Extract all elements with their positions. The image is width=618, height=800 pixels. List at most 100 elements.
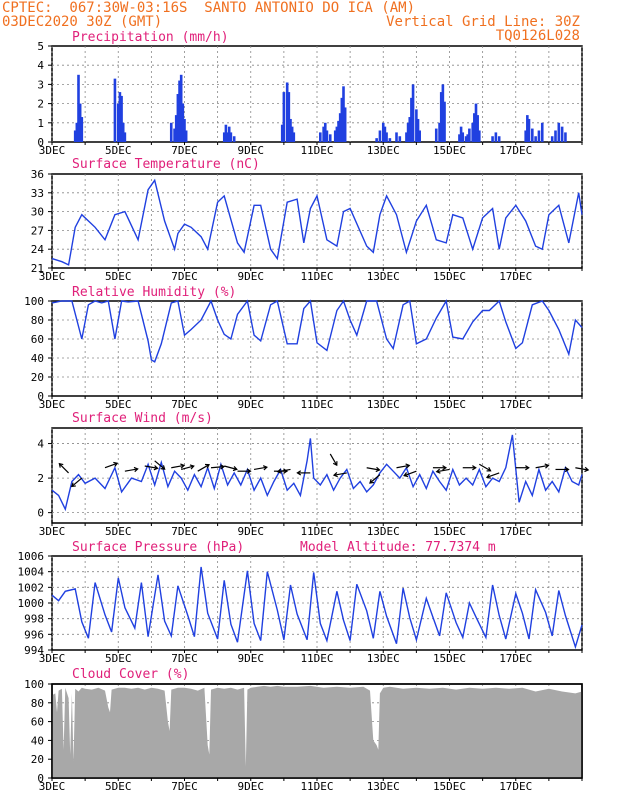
wind-vector bbox=[124, 468, 138, 472]
wind-vector bbox=[333, 472, 347, 476]
wind-vector-head bbox=[332, 461, 338, 467]
precip-bar bbox=[78, 103, 82, 142]
wind-vector-head bbox=[435, 468, 441, 474]
wind-vector bbox=[329, 453, 338, 466]
x-tick-label: 11DEC bbox=[300, 652, 333, 665]
precip-bar bbox=[328, 134, 332, 142]
x-tick-label: 5DEC bbox=[105, 398, 132, 411]
x-tick-label: 17DEC bbox=[499, 652, 532, 665]
wind-vector-head bbox=[283, 468, 289, 474]
header-grid-line-info: Vertical Grid Line: 30Z bbox=[386, 14, 580, 30]
precip-bar bbox=[232, 136, 236, 142]
wind-vector bbox=[396, 464, 410, 469]
precip-bar bbox=[478, 130, 481, 142]
precip-bar bbox=[116, 103, 120, 142]
x-tick-label: 3DEC bbox=[39, 652, 66, 665]
wind-vector bbox=[575, 467, 589, 471]
wind-vector bbox=[71, 477, 83, 487]
y-tick-label: 998 bbox=[24, 613, 44, 626]
wind-vector bbox=[104, 462, 118, 469]
y-tick-label: 21 bbox=[31, 262, 44, 275]
y-tick-label: 60 bbox=[31, 716, 44, 729]
y-tick-label: 4 bbox=[37, 59, 44, 72]
y-tick-label: 20 bbox=[31, 753, 44, 766]
precip-bar bbox=[229, 132, 233, 142]
y-tick-label: 3 bbox=[37, 78, 44, 91]
precip-bar bbox=[323, 122, 327, 142]
x-tick-label: 9DEC bbox=[238, 144, 265, 157]
precip-bar bbox=[224, 124, 228, 142]
precip-bar bbox=[319, 132, 322, 142]
precip-bar bbox=[73, 130, 77, 142]
wind-vector-head bbox=[153, 465, 159, 471]
wind-vector-head bbox=[113, 461, 119, 467]
precip-bar bbox=[80, 117, 84, 142]
wind-vector-head bbox=[133, 466, 139, 473]
x-tick-label: 7DEC bbox=[171, 398, 198, 411]
wind-vector bbox=[479, 463, 491, 472]
wind-vector bbox=[224, 465, 237, 470]
precip-bar bbox=[335, 126, 339, 142]
x-tick-label: 15DEC bbox=[433, 398, 466, 411]
x-tick-label: 3DEC bbox=[39, 398, 66, 411]
precip-bar bbox=[176, 94, 180, 142]
precip-bar bbox=[383, 126, 387, 142]
precip-bar bbox=[408, 117, 412, 142]
x-tick-label: 17DEC bbox=[499, 398, 532, 411]
wind-vector-head bbox=[486, 466, 492, 472]
precip-bar bbox=[121, 122, 125, 142]
precip-bar bbox=[184, 130, 188, 142]
x-tick-label: 15DEC bbox=[433, 780, 466, 793]
y-tick-label: 4 bbox=[37, 438, 44, 451]
precip-bar bbox=[179, 74, 183, 142]
precip-bar bbox=[466, 134, 470, 142]
precip-bar bbox=[123, 132, 127, 142]
precip-bar bbox=[118, 92, 122, 142]
precip-bar bbox=[287, 92, 291, 142]
wind-vector-head bbox=[525, 465, 530, 471]
y-tick-label: 1004 bbox=[18, 566, 45, 579]
precip-bar bbox=[398, 136, 402, 142]
precip-bar bbox=[443, 101, 446, 142]
model-altitude-label: Model Altitude: 77.7374 m bbox=[300, 540, 496, 555]
x-tick-label: 13DEC bbox=[367, 398, 400, 411]
wind-vector bbox=[181, 465, 194, 471]
wind-vector-head bbox=[544, 463, 550, 469]
precip-bar bbox=[526, 115, 529, 142]
x-tick-label: 3DEC bbox=[39, 144, 66, 157]
precip-bar bbox=[289, 118, 292, 142]
precip-bar bbox=[227, 126, 231, 142]
x-tick-label: 7DEC bbox=[171, 270, 198, 283]
precip-bar bbox=[342, 86, 345, 142]
x-tick-label: 11DEC bbox=[300, 525, 333, 538]
y-tick-label: 0 bbox=[37, 390, 44, 403]
y-tick-label: 33 bbox=[31, 187, 44, 200]
x-tick-label: 7DEC bbox=[171, 144, 198, 157]
series-line bbox=[51, 299, 583, 363]
precip-bar bbox=[173, 128, 176, 142]
wind-vector bbox=[210, 465, 225, 469]
y-tick-label: 36 bbox=[31, 168, 44, 181]
precip-bar bbox=[340, 97, 344, 142]
x-tick-label: 5DEC bbox=[105, 144, 132, 157]
x-tick-label: 7DEC bbox=[171, 525, 198, 538]
x-tick-label: 7DEC bbox=[171, 652, 198, 665]
panel-title: Surface Pressure (hPa) bbox=[72, 540, 244, 555]
precip-bar bbox=[178, 80, 181, 142]
precip-bar bbox=[531, 128, 534, 142]
precip-bar bbox=[222, 132, 226, 142]
x-tick-label: 17DEC bbox=[499, 270, 532, 283]
precip-bar bbox=[290, 126, 294, 142]
x-tick-label: 3DEC bbox=[39, 780, 66, 793]
precip-bar bbox=[476, 115, 479, 142]
precip-bar bbox=[337, 120, 340, 142]
y-tick-label: 1 bbox=[37, 117, 44, 130]
precip-bar bbox=[285, 82, 289, 142]
y-tick-label: 20 bbox=[31, 371, 44, 384]
panel-title: Cloud Cover (%) bbox=[72, 667, 189, 682]
wind-vector-head bbox=[204, 463, 210, 469]
y-tick-label: 27 bbox=[31, 224, 44, 237]
wind-vector bbox=[436, 468, 450, 473]
wind-vector-head bbox=[246, 468, 252, 474]
x-tick-label: 9DEC bbox=[238, 398, 265, 411]
